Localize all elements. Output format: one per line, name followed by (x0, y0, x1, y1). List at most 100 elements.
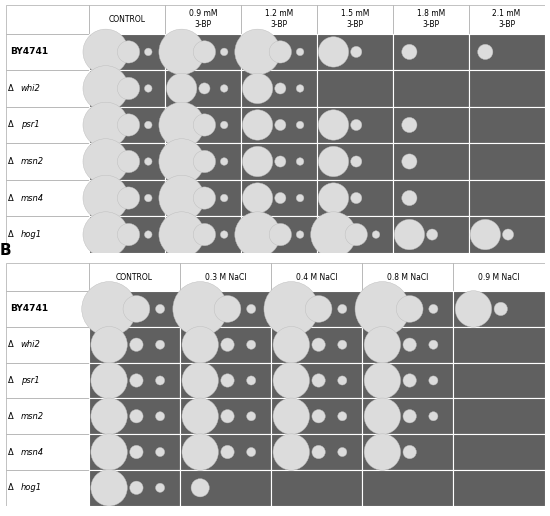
Text: hog1: hog1 (20, 230, 42, 239)
FancyBboxPatch shape (89, 107, 165, 143)
FancyBboxPatch shape (89, 291, 180, 327)
Ellipse shape (221, 121, 228, 129)
Ellipse shape (296, 231, 304, 238)
Ellipse shape (130, 338, 143, 351)
FancyBboxPatch shape (6, 70, 89, 107)
Ellipse shape (182, 362, 218, 399)
FancyBboxPatch shape (317, 70, 393, 107)
Text: 0.4 M NaCl: 0.4 M NaCl (296, 272, 338, 282)
Ellipse shape (312, 374, 325, 387)
Text: BY4741: BY4741 (10, 47, 48, 56)
FancyBboxPatch shape (89, 5, 165, 34)
Ellipse shape (117, 41, 140, 63)
Ellipse shape (123, 296, 150, 322)
Ellipse shape (91, 327, 127, 363)
Ellipse shape (91, 362, 127, 399)
Text: whi2: whi2 (20, 340, 41, 349)
Text: 1.2 mM
3-BP: 1.2 mM 3-BP (265, 9, 293, 29)
Ellipse shape (403, 374, 416, 387)
FancyBboxPatch shape (89, 363, 180, 398)
Ellipse shape (246, 412, 256, 421)
Ellipse shape (91, 470, 127, 506)
Ellipse shape (130, 445, 143, 459)
Ellipse shape (159, 212, 205, 257)
FancyBboxPatch shape (469, 70, 544, 107)
FancyBboxPatch shape (271, 434, 362, 470)
FancyBboxPatch shape (180, 363, 271, 398)
Text: Δ: Δ (8, 120, 14, 130)
Ellipse shape (403, 410, 416, 423)
FancyBboxPatch shape (165, 216, 241, 253)
Ellipse shape (345, 223, 367, 246)
FancyBboxPatch shape (6, 180, 89, 216)
Ellipse shape (117, 150, 140, 173)
FancyBboxPatch shape (317, 5, 393, 34)
Ellipse shape (193, 187, 216, 209)
Text: BY4741: BY4741 (10, 304, 48, 313)
FancyBboxPatch shape (241, 216, 317, 253)
FancyBboxPatch shape (453, 263, 544, 291)
Ellipse shape (156, 412, 164, 421)
FancyBboxPatch shape (362, 434, 453, 470)
Ellipse shape (296, 194, 304, 202)
FancyBboxPatch shape (6, 5, 544, 253)
FancyBboxPatch shape (393, 34, 469, 70)
Ellipse shape (235, 29, 280, 75)
Ellipse shape (83, 29, 129, 75)
Ellipse shape (156, 304, 164, 314)
Ellipse shape (145, 231, 152, 238)
Text: msn2: msn2 (20, 157, 43, 166)
FancyBboxPatch shape (89, 263, 180, 291)
FancyBboxPatch shape (6, 143, 89, 180)
FancyBboxPatch shape (362, 398, 453, 434)
Ellipse shape (351, 119, 362, 131)
Ellipse shape (246, 340, 256, 349)
Ellipse shape (243, 110, 273, 140)
Ellipse shape (269, 41, 292, 63)
Ellipse shape (264, 282, 318, 336)
FancyBboxPatch shape (89, 216, 165, 253)
Ellipse shape (91, 398, 127, 434)
FancyBboxPatch shape (317, 216, 393, 253)
Ellipse shape (372, 231, 380, 238)
Ellipse shape (221, 374, 234, 387)
Text: 1.8 mM
3-BP: 1.8 mM 3-BP (416, 9, 445, 29)
Text: Δ: Δ (8, 230, 14, 239)
Ellipse shape (351, 156, 362, 167)
Ellipse shape (159, 29, 205, 75)
Ellipse shape (221, 410, 234, 423)
Ellipse shape (221, 338, 234, 351)
FancyBboxPatch shape (453, 470, 544, 506)
FancyBboxPatch shape (6, 107, 89, 143)
Ellipse shape (351, 192, 362, 204)
Ellipse shape (470, 219, 500, 250)
FancyBboxPatch shape (165, 107, 241, 143)
Ellipse shape (338, 376, 347, 385)
Ellipse shape (214, 296, 241, 322)
Ellipse shape (246, 447, 256, 457)
FancyBboxPatch shape (165, 5, 241, 34)
FancyBboxPatch shape (317, 143, 393, 180)
Ellipse shape (235, 212, 280, 257)
Ellipse shape (130, 374, 143, 387)
Ellipse shape (275, 119, 286, 131)
Ellipse shape (167, 73, 197, 104)
Ellipse shape (351, 46, 362, 57)
Ellipse shape (83, 139, 129, 184)
FancyBboxPatch shape (6, 434, 89, 470)
Ellipse shape (182, 327, 218, 363)
FancyBboxPatch shape (393, 5, 469, 34)
FancyBboxPatch shape (241, 180, 317, 216)
Ellipse shape (296, 48, 304, 56)
Ellipse shape (182, 398, 218, 434)
Text: msn4: msn4 (20, 194, 43, 203)
Text: Δ: Δ (8, 194, 14, 203)
Text: Δ: Δ (8, 157, 14, 166)
Ellipse shape (156, 376, 164, 385)
Text: Δ: Δ (8, 376, 14, 385)
FancyBboxPatch shape (6, 470, 89, 506)
FancyBboxPatch shape (362, 363, 453, 398)
FancyBboxPatch shape (469, 34, 544, 70)
Ellipse shape (305, 296, 332, 322)
Ellipse shape (145, 85, 152, 92)
